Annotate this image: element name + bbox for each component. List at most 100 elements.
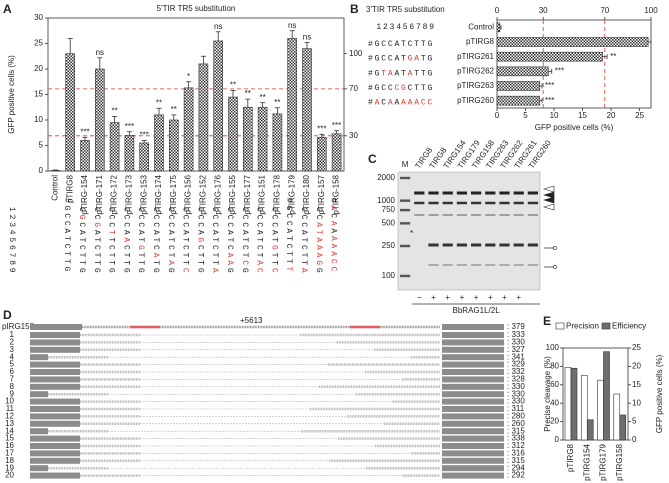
significance: *** <box>545 81 554 90</box>
base: T <box>269 260 278 268</box>
base: A <box>394 55 401 64</box>
gel-band <box>428 214 439 216</box>
row-label: 1 <box>10 330 15 339</box>
base: G <box>269 207 278 215</box>
row-end: : 330 <box>507 338 525 347</box>
base: C <box>254 215 263 223</box>
gel-band <box>485 191 496 195</box>
aligned-block <box>442 398 504 405</box>
significance: *** <box>555 66 564 75</box>
row-end: : 330 <box>507 382 525 391</box>
row-label: 9 <box>10 389 15 398</box>
y-tick-label: pTIRG263 <box>457 81 494 90</box>
base: G <box>427 69 434 78</box>
gel-band <box>428 243 439 247</box>
base: C <box>299 245 308 253</box>
bar <box>302 48 312 172</box>
base: C <box>62 244 71 252</box>
aligned-block <box>442 443 504 449</box>
base: C <box>180 268 189 276</box>
y-axis-label: Precise cleavage (%) <box>543 356 552 432</box>
base: T <box>284 236 293 244</box>
base: G <box>401 84 408 93</box>
y-tick-label: 25 <box>34 39 43 48</box>
x-tick-label: pTIRG179 <box>599 443 608 480</box>
base: A <box>401 99 408 108</box>
base: C <box>254 268 263 276</box>
x-tick-label: pTIRG-157 <box>317 174 326 214</box>
bar <box>213 40 223 172</box>
base: C <box>121 245 130 253</box>
base: A <box>121 237 130 245</box>
base: A <box>394 69 401 78</box>
aligned-block <box>30 398 80 405</box>
gel-band <box>513 214 524 216</box>
base: G <box>121 268 130 276</box>
ladder-label: 100 <box>382 271 396 280</box>
y-tick-label: pTIRG8 <box>466 37 495 46</box>
base: A <box>136 230 145 238</box>
base: C <box>381 99 388 108</box>
aligned-block <box>442 376 504 383</box>
base: G <box>92 268 101 276</box>
x-tick-label: pTIRG-177 <box>243 174 252 214</box>
base: G <box>284 206 293 214</box>
aligned-block <box>442 465 504 472</box>
significance: ns <box>96 48 104 57</box>
ladder-label: 1000 <box>377 196 395 205</box>
treatment-label: + <box>460 293 465 302</box>
base: A <box>328 221 337 229</box>
base: T <box>401 69 408 78</box>
base: C <box>388 40 395 49</box>
base: A <box>195 230 204 238</box>
sequence: GCCATCAAG <box>225 207 234 275</box>
base: T <box>401 40 408 49</box>
significance: ** <box>111 107 117 116</box>
plot-frame <box>47 17 345 172</box>
base: G <box>166 207 175 215</box>
base: A <box>299 268 308 276</box>
base: C <box>106 245 115 253</box>
aligned-block <box>30 457 80 464</box>
bar <box>169 119 179 172</box>
x-tick-label: pTIRG-173 <box>125 174 134 214</box>
band-arrow <box>542 191 555 199</box>
base: C <box>269 222 278 230</box>
base: T <box>151 237 160 245</box>
ladder-band <box>400 274 411 278</box>
base: C <box>284 244 293 252</box>
base: A <box>166 260 175 268</box>
bar <box>496 95 541 106</box>
row-label: 19 <box>5 463 14 472</box>
base: A <box>254 230 263 238</box>
sequence: GCGATCTTG <box>92 207 101 275</box>
row-end: : 329 <box>507 360 525 369</box>
gel-band <box>442 264 453 266</box>
base: # <box>368 55 375 64</box>
y-tick-label: Control <box>468 22 494 31</box>
base: T <box>195 253 204 261</box>
x-tick-label: pTIRG-178 <box>273 174 282 214</box>
plot-frame <box>562 347 629 441</box>
base: C <box>195 245 204 253</box>
aligned-block <box>30 383 80 390</box>
aligned-block <box>442 391 504 398</box>
base: C <box>121 222 130 230</box>
x-tick-label: pTIRG-175 <box>169 174 178 214</box>
row-label: 20 <box>5 471 14 480</box>
x-tick-label: pTIRG-151 <box>258 174 267 214</box>
base: A <box>225 230 234 238</box>
base: G <box>106 207 115 215</box>
sequence: GCCATCTCG <box>240 207 249 275</box>
bar <box>124 135 135 172</box>
bar <box>272 113 283 172</box>
base: T <box>421 84 428 93</box>
aligned-block <box>442 413 504 420</box>
gel-band <box>428 264 439 266</box>
base: T <box>136 260 145 268</box>
base: A <box>225 253 234 261</box>
base: G <box>62 266 71 274</box>
row-end: : 315 <box>507 426 525 435</box>
base: C <box>225 245 234 253</box>
y2-tick-label: 0 <box>632 435 637 444</box>
